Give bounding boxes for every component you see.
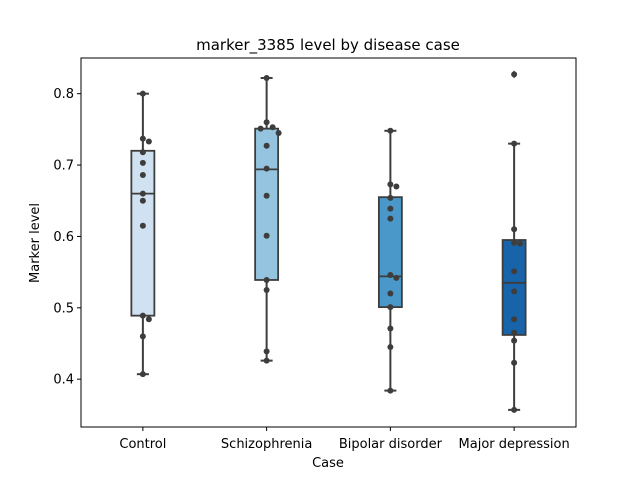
data-point — [387, 304, 394, 311]
box-group — [377, 129, 403, 392]
data-point — [263, 357, 270, 364]
data-point — [139, 159, 146, 166]
data-point — [387, 325, 394, 332]
data-point — [387, 181, 394, 188]
y-axis-label: Marker level — [28, 203, 43, 283]
data-point — [511, 239, 518, 246]
data-point — [511, 316, 518, 323]
data-point — [269, 124, 276, 131]
data-point — [387, 344, 394, 351]
data-point — [393, 274, 400, 281]
data-point — [511, 140, 518, 147]
plot-area: 0.4 0.5 0.6 0.7 0.8 Control Schizophrenia Bipol… — [53, 57, 577, 452]
data-point — [263, 142, 270, 149]
data-point — [263, 232, 270, 239]
data-point — [263, 74, 270, 81]
data-point — [387, 290, 394, 297]
data-point — [511, 406, 518, 413]
x-tick-label: Bipolar disorder — [339, 437, 443, 452]
plot-frame — [80, 57, 577, 428]
data-point — [145, 138, 152, 145]
data-point — [263, 348, 270, 355]
data-point — [511, 288, 518, 295]
iqr-box — [254, 127, 280, 281]
data-point — [257, 125, 264, 132]
data-point — [387, 194, 394, 201]
data-point — [511, 268, 518, 275]
y-tick-label: 0.6 — [53, 230, 74, 245]
data-point — [139, 197, 146, 204]
data-point — [387, 271, 394, 278]
data-point — [387, 205, 394, 212]
y-tick-label: 0.4 — [53, 373, 74, 388]
data-point — [139, 371, 146, 378]
data-point — [145, 316, 152, 323]
data-point — [263, 192, 270, 199]
x-tick-label: Control — [119, 437, 166, 452]
data-point — [139, 222, 146, 229]
data-point — [511, 226, 518, 233]
data-point — [387, 215, 394, 222]
data-point — [139, 135, 146, 142]
data-point — [387, 127, 394, 134]
data-point — [511, 337, 518, 344]
y-tick-label: 0.7 — [53, 159, 74, 174]
data-point — [263, 165, 270, 172]
data-point — [275, 129, 282, 136]
data-point — [139, 333, 146, 340]
data-point — [263, 276, 270, 283]
box-group — [254, 76, 280, 362]
data-point — [511, 329, 518, 336]
data-point — [139, 190, 146, 197]
y-tick-label: 0.5 — [53, 301, 74, 316]
data-point — [517, 240, 524, 247]
chart-title: marker_3385 level by disease case — [196, 36, 460, 55]
x-axis-label: Case — [312, 456, 344, 471]
data-point — [139, 149, 146, 156]
x-tick-label: Schizophrenia — [221, 437, 312, 452]
data-point — [511, 71, 518, 78]
y-tick-label: 0.8 — [53, 87, 74, 102]
data-point — [387, 387, 394, 394]
data-point — [393, 183, 400, 190]
data-point — [139, 90, 146, 97]
data-point — [139, 172, 146, 179]
data-point — [263, 286, 270, 293]
data-point — [511, 359, 518, 366]
x-tick-label: Major depression — [459, 437, 570, 452]
data-point — [139, 312, 146, 319]
data-point — [263, 119, 270, 126]
